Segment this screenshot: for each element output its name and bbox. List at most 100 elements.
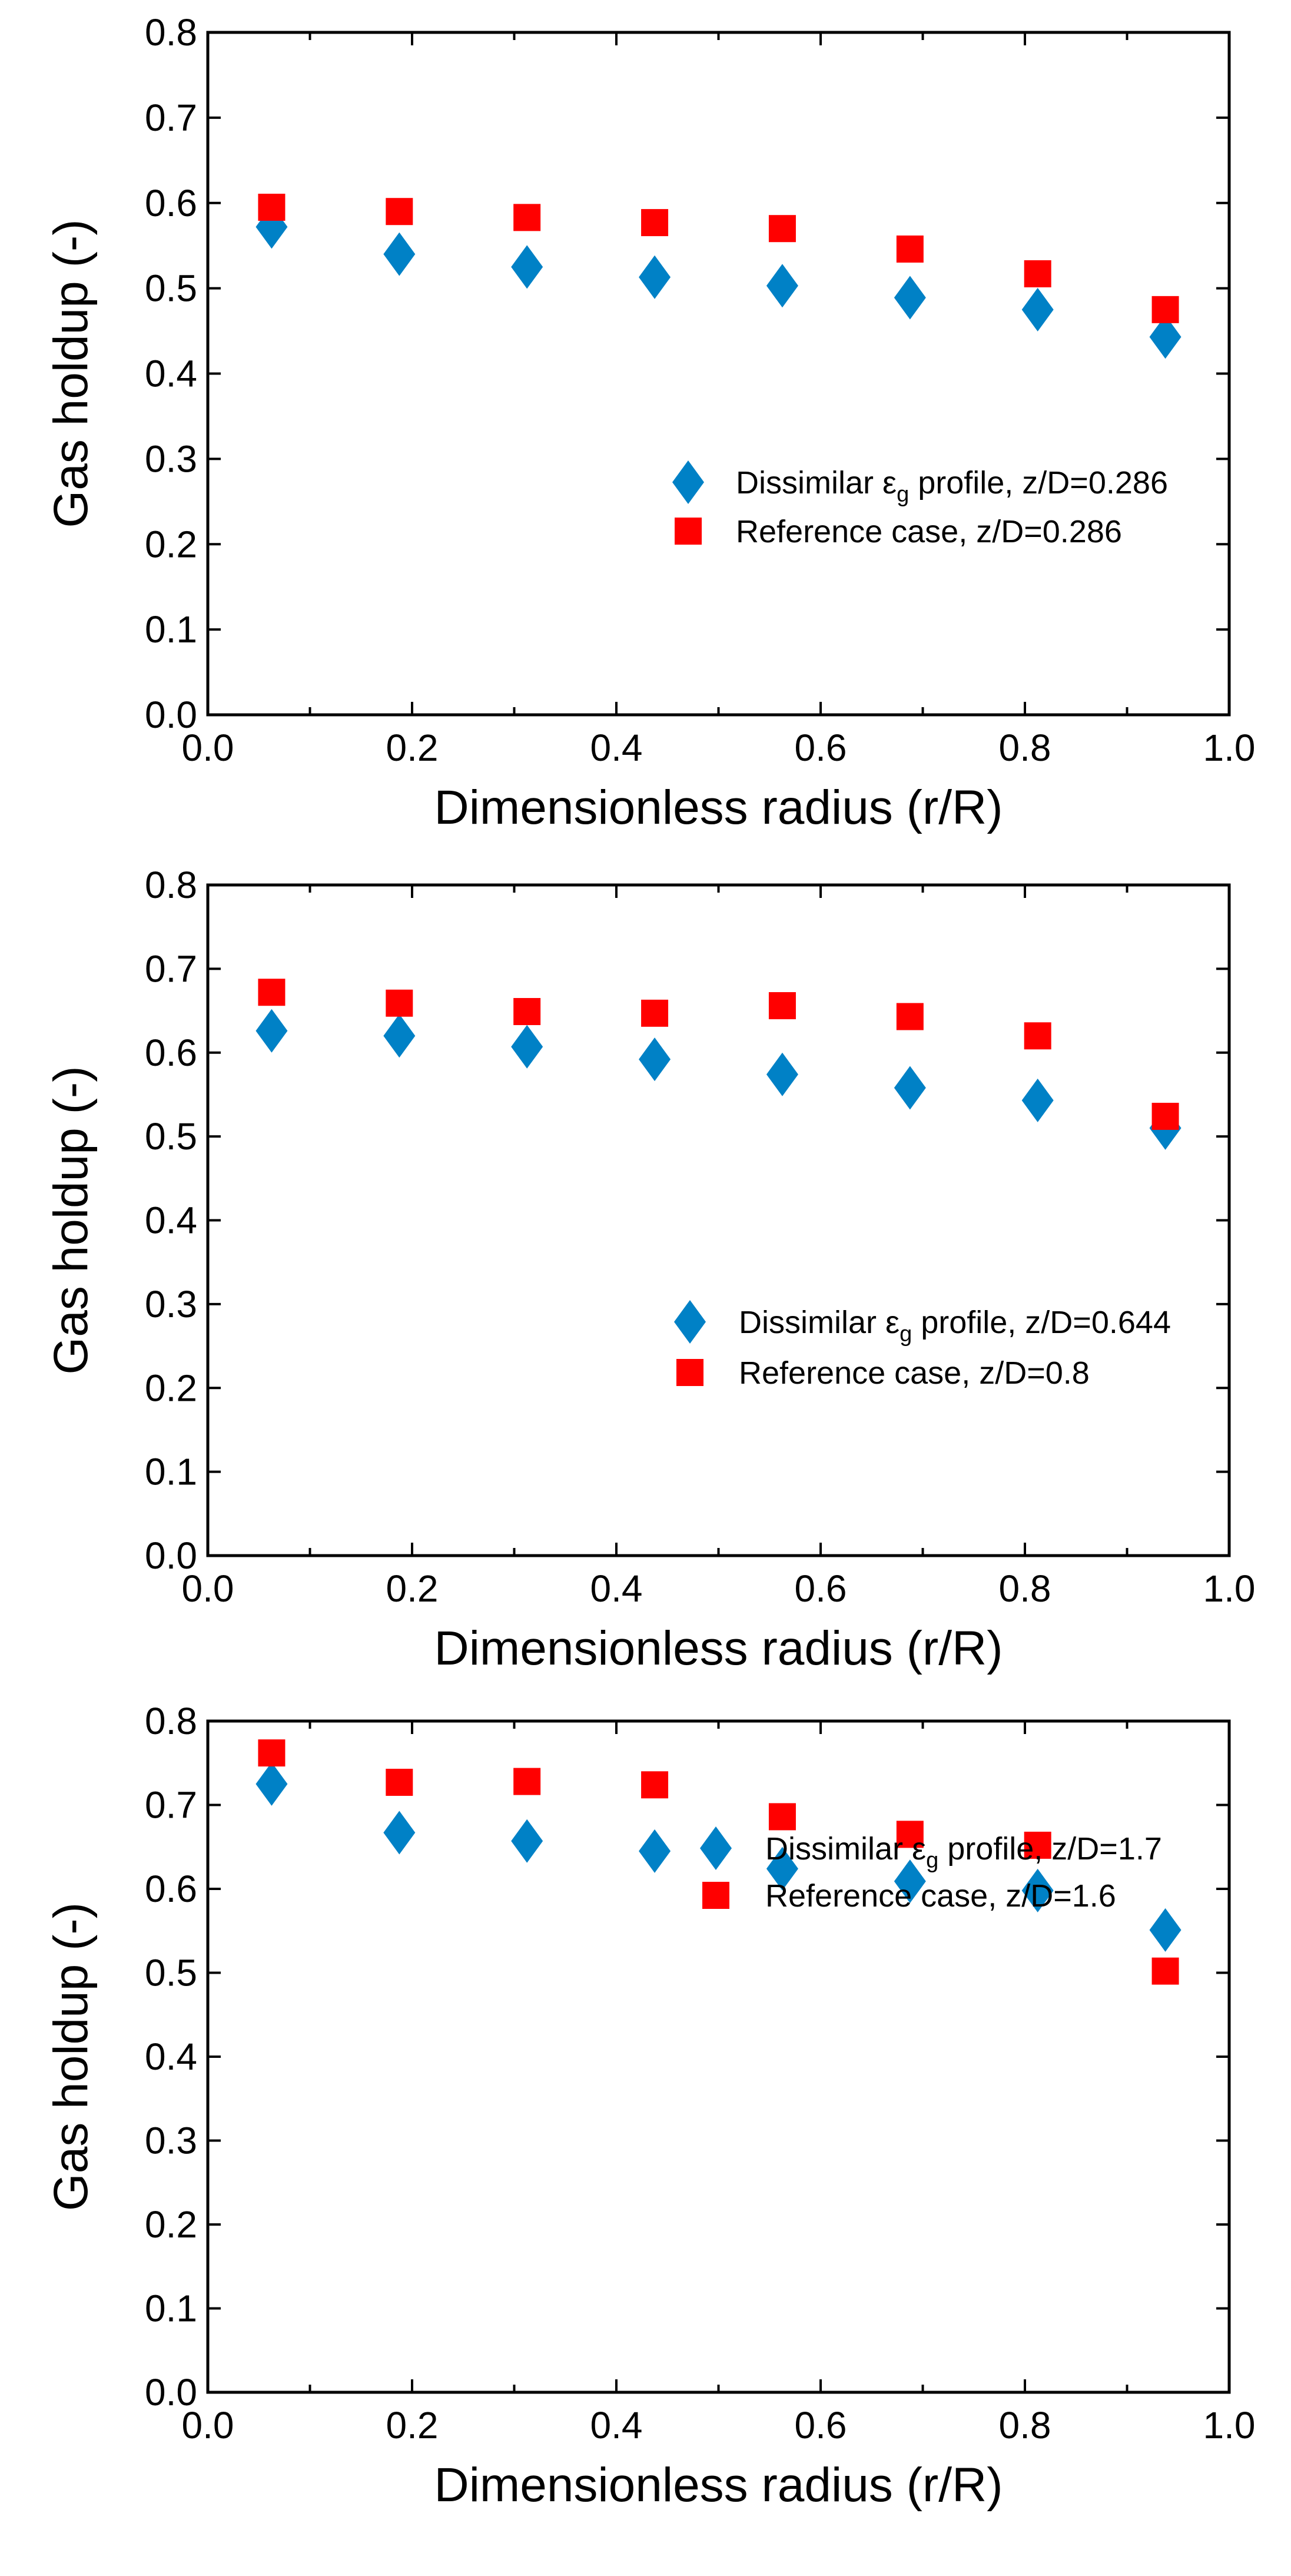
x-tick-label: 0.4 [590, 727, 643, 769]
legend-marker-dissimilar [672, 460, 704, 504]
y-tick-label: 0.6 [145, 1032, 197, 1074]
y-tick-label: 0.1 [145, 2287, 197, 2330]
x-tick-label: 0.2 [386, 2404, 439, 2446]
data-point-reference [896, 1821, 924, 1848]
data-point-reference [641, 1771, 669, 1799]
legend-marker-dissimilar [674, 1300, 706, 1344]
y-tick-label: 0.4 [145, 1199, 197, 1242]
y-tick-label: 0.1 [145, 608, 197, 651]
y-tick-label: 0.1 [145, 1451, 197, 1493]
data-point-dissimilar [894, 1859, 926, 1904]
x-tick-label: 1.0 [1203, 1567, 1256, 1610]
legend-text: profile, z/D=1.7 [938, 1831, 1162, 1866]
legend-label-reference: Reference case, z/D=1.6 [765, 1878, 1116, 1914]
x-tick-label: 0.0 [182, 1567, 234, 1610]
data-point-reference [386, 1769, 413, 1796]
x-axis-title: Dimensionless radius (r/R) [434, 1622, 1003, 1675]
x-tick-label: 1.0 [1203, 727, 1256, 769]
y-tick-label: 0.5 [145, 1952, 197, 1994]
data-point-dissimilar [1021, 287, 1054, 331]
y-tick-label: 0.4 [145, 2035, 197, 2078]
x-tick-label: 0.0 [182, 2404, 234, 2446]
y-axis-title: Gas holdup (-) [44, 219, 98, 528]
y-tick-label: 0.0 [145, 1534, 197, 1577]
data-point-reference [258, 979, 286, 1006]
data-point-dissimilar [766, 1052, 798, 1096]
data-point-dissimilar [383, 232, 416, 276]
data-point-dissimilar [511, 1025, 543, 1069]
subscript-g: g [926, 1848, 938, 1873]
epsilon-symbol: ε [885, 1305, 900, 1340]
x-axis-title: Dimensionless radius (r/R) [434, 2458, 1003, 2512]
y-tick-label: 0.8 [145, 11, 197, 54]
legend-text: Dissimilar [736, 465, 882, 500]
data-point-dissimilar [766, 1846, 798, 1891]
x-tick-label: 0.4 [590, 2404, 643, 2446]
epsilon-symbol: ε [882, 465, 897, 500]
x-tick-label: 0.2 [386, 1567, 439, 1610]
x-tick-label: 0.4 [590, 1567, 643, 1610]
plot-frame [206, 883, 1231, 1557]
legend-label-dissimilar: Dissimilar εg profile, z/D=0.286 [736, 465, 1168, 507]
data-point-reference [896, 235, 924, 263]
data-point-reference [386, 989, 413, 1017]
x-tick-label: 0.6 [795, 727, 847, 769]
chart-panel-1: 0.0 0.2 0.4 0.6 0.8 1.0 0.0 0.1 0.2 0.3 0.4 0.5 0.6 0… [44, 11, 1255, 834]
data-point-dissimilar [383, 1014, 416, 1058]
legend-text: profile, z/D=0.286 [909, 465, 1168, 500]
data-point-reference [1151, 1102, 1179, 1130]
y-tick-label: 0.0 [145, 2371, 197, 2413]
data-point-reference [641, 999, 669, 1027]
data-point-reference [768, 1803, 796, 1831]
data-point-reference [641, 209, 669, 237]
legend-label-dissimilar: Dissimilar εg profile, z/D=1.7 [765, 1831, 1162, 1873]
y-tick-label: 0.6 [145, 1868, 197, 1910]
y-tick-label: 0.5 [145, 1115, 197, 1158]
x-tick-label: 0.6 [795, 1567, 847, 1610]
data-point-reference [1024, 260, 1051, 287]
y-tick-label: 0.6 [145, 182, 197, 224]
y-tick-label: 0.7 [145, 97, 197, 139]
data-point-dissimilar [511, 245, 543, 289]
legend-marker-dissimilar [700, 1826, 732, 1870]
x-tick-label: 0.6 [795, 2404, 847, 2446]
legend-label-reference: Reference case, z/D=0.286 [736, 514, 1122, 549]
data-point-reference [513, 1768, 541, 1795]
x-tick-label: 0.8 [999, 2404, 1051, 2446]
data-point-dissimilar [383, 1811, 416, 1855]
y-tick-label: 0.2 [145, 1367, 197, 1409]
y-tick-label: 0.0 [145, 694, 197, 736]
x-tick-label: 0.2 [386, 727, 439, 769]
y-tick-label: 0.4 [145, 353, 197, 395]
x-tick-label: 0.8 [999, 1567, 1051, 1610]
x-tick-label: 1.0 [1203, 2404, 1256, 2446]
plot-frame [206, 31, 1231, 717]
data-point-dissimilar [639, 1037, 671, 1082]
data-point-dissimilar [894, 276, 926, 320]
data-point-reference [1151, 1957, 1179, 1985]
data-point-dissimilar [1149, 315, 1182, 359]
y-tick-label: 0.8 [145, 1700, 197, 1742]
y-tick-label: 0.3 [145, 2120, 197, 2162]
data-point-dissimilar [511, 1819, 543, 1863]
chart-panel-3: 0.0 0.2 0.4 0.6 0.8 1.0 0.0 0.1 0.2 0.3 0.4 0.5 0.6 0… [44, 1700, 1255, 2512]
data-point-reference [513, 997, 541, 1025]
legend-label-reference: Reference case, z/D=0.8 [739, 1355, 1090, 1391]
x-tick-label: 0.0 [182, 727, 234, 769]
y-tick-label: 0.2 [145, 523, 197, 565]
data-point-dissimilar [1021, 1078, 1054, 1122]
legend-text: Dissimilar [765, 1831, 912, 1866]
data-point-reference [768, 992, 796, 1020]
plot-frame [206, 1719, 1231, 2394]
legend-text: profile, z/D=0.644 [912, 1305, 1171, 1340]
x-axis-title: Dimensionless radius (r/R) [434, 781, 1003, 834]
data-point-dissimilar [255, 1762, 288, 1806]
legend-marker-reference [702, 1882, 729, 1909]
data-point-dissimilar [1149, 1908, 1182, 1952]
data-point-dissimilar [1021, 1868, 1054, 1912]
y-axis-title: Gas holdup (-) [44, 1066, 98, 1374]
legend-marker-reference [676, 1359, 703, 1386]
data-point-dissimilar [894, 1066, 926, 1110]
data-point-reference [386, 198, 413, 226]
